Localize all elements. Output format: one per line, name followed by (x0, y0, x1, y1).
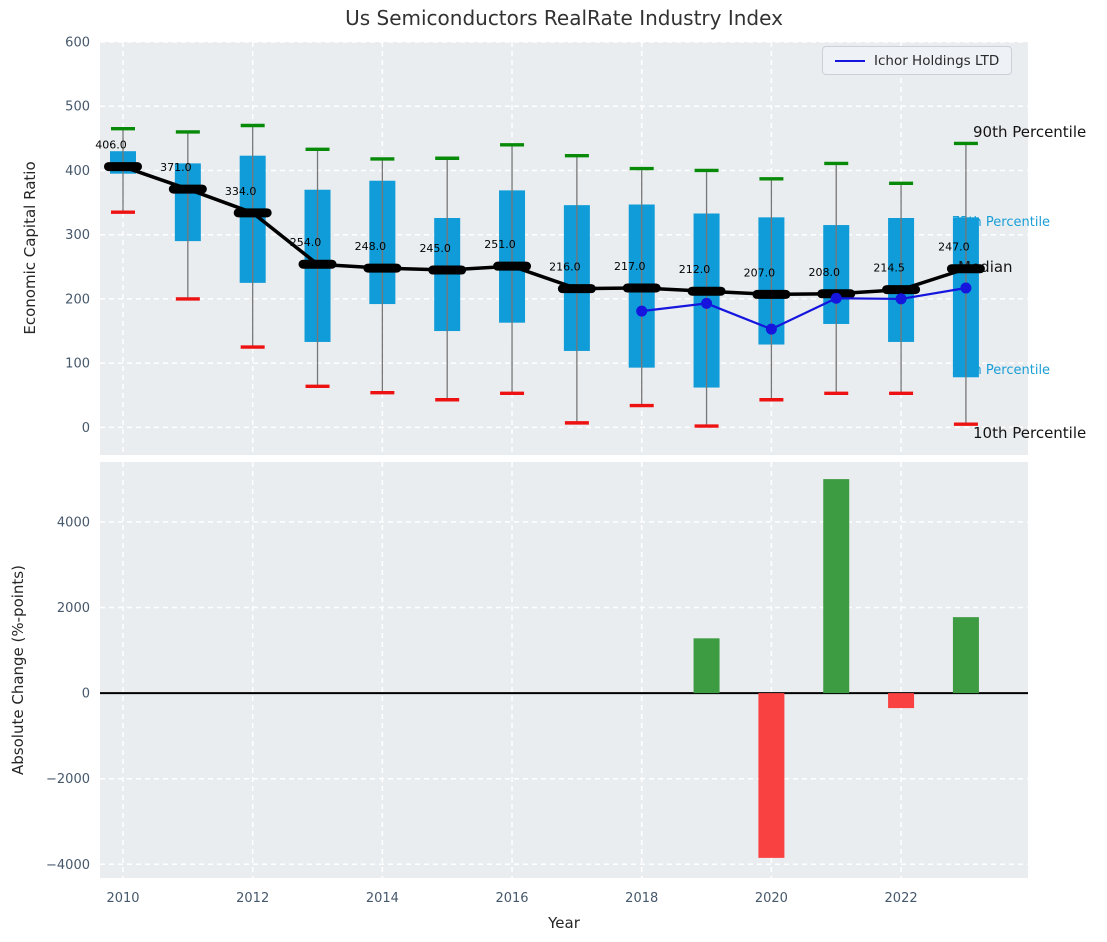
median-marker-2023 (946, 264, 985, 274)
xtick-label-2010: 2010 (106, 891, 139, 906)
median-marker-2011 (168, 184, 207, 194)
xtick-label-2014: 2014 (366, 891, 399, 906)
median-marker-2017 (557, 284, 596, 294)
top-axes: 0 100 200 300 400 500 600 75th Percentile 25th P… (65, 36, 1086, 455)
ichor-point-2021 (830, 292, 842, 304)
bar-2019 (693, 638, 720, 694)
xtick-label-2020: 2020 (755, 891, 788, 906)
bottom-axes-canvas: −4000 −2000 0 2000 4000 2010 2012 2014 2016 2018 2… (46, 462, 1028, 906)
bottom-ytick-label: 2000 (57, 601, 90, 616)
median-value-label-2017: 216.0 (549, 261, 581, 274)
median-value-label-2013: 254.0 (290, 236, 322, 249)
legend: Ichor Holdings LTD (822, 46, 1013, 75)
top-ytick-label: 0 (82, 421, 90, 436)
median-value-label-2018: 217.0 (614, 260, 646, 273)
median-marker-2019 (687, 286, 726, 296)
top-y-axis-label: Economic Capital Ratio (21, 161, 39, 335)
xtick-label-2016: 2016 (495, 891, 528, 906)
median-marker-2010 (104, 162, 142, 172)
chart-title: Us Semiconductors RealRate Industry Inde… (345, 6, 783, 30)
median-marker-2016 (493, 261, 532, 271)
bottom-axes: −4000 −2000 0 2000 4000 2010 2012 2014 2016 2018 2… (46, 462, 1028, 906)
median-marker-2013 (298, 259, 337, 269)
bottom-y-axis-label: Absolute Change (%-points) (9, 565, 27, 775)
median-value-label-2015: 245.0 (419, 242, 451, 255)
median-value-label-2010: 406.0 (95, 139, 127, 152)
bottom-ytick-label: −4000 (46, 858, 90, 873)
top-ytick-label: 600 (65, 36, 90, 51)
top-ytick-label: 400 (65, 164, 90, 179)
bottom-ytick-label: −2000 (46, 772, 90, 787)
ichor-point-2022 (895, 293, 907, 305)
x-axis-label: Year (548, 914, 580, 932)
median-value-label-2012: 334.0 (225, 185, 257, 198)
median-marker-2015 (428, 265, 467, 275)
median-value-label-2021: 208.0 (808, 266, 840, 279)
median-marker-2014 (363, 263, 402, 273)
ichor-point-2018 (636, 305, 648, 317)
median-marker-2012 (233, 208, 272, 218)
top-ytick-label: 100 (65, 357, 90, 372)
median-marker-2022 (882, 285, 921, 295)
median-value-label-2020: 207.0 (744, 266, 776, 279)
median-value-label-2022: 214.5 (873, 262, 905, 275)
median-value-label-2011: 371.0 (160, 161, 192, 174)
legend-line-sample (835, 59, 865, 62)
median-marker-2018 (622, 283, 661, 293)
bar-2020 (758, 693, 785, 858)
median-value-label-2023: 247.0 (938, 241, 970, 254)
top-ytick-label: 500 (65, 100, 90, 115)
median-value-label-2014: 248.0 (355, 240, 387, 253)
ichor-point-2019 (701, 297, 713, 309)
top-ytick-label: 200 (65, 292, 90, 307)
median-value-label-2016: 251.0 (484, 238, 516, 251)
legend-label: Ichor Holdings LTD (874, 52, 1000, 69)
median-marker-2020 (752, 289, 791, 299)
annotation-90th-percentile: 90th Percentile (973, 123, 1086, 141)
xtick-label-2012: 2012 (236, 891, 269, 906)
ichor-point-2020 (765, 323, 777, 335)
top-ytick-label: 300 (65, 228, 90, 243)
bottom-ytick-label: 4000 (57, 515, 90, 530)
xtick-label-2022: 2022 (885, 891, 918, 906)
bar-2021 (823, 479, 850, 694)
bottom-ytick-label: 0 (82, 687, 90, 702)
ichor-line (641, 286, 967, 331)
bar-2023 (952, 617, 979, 694)
ichor-point-2023 (960, 282, 972, 294)
xtick-label-2018: 2018 (625, 891, 658, 906)
median-value-label-2019: 212.0 (679, 263, 711, 276)
annotation-10th-percentile: 10th Percentile (973, 424, 1086, 442)
bar-2022 (888, 693, 915, 709)
